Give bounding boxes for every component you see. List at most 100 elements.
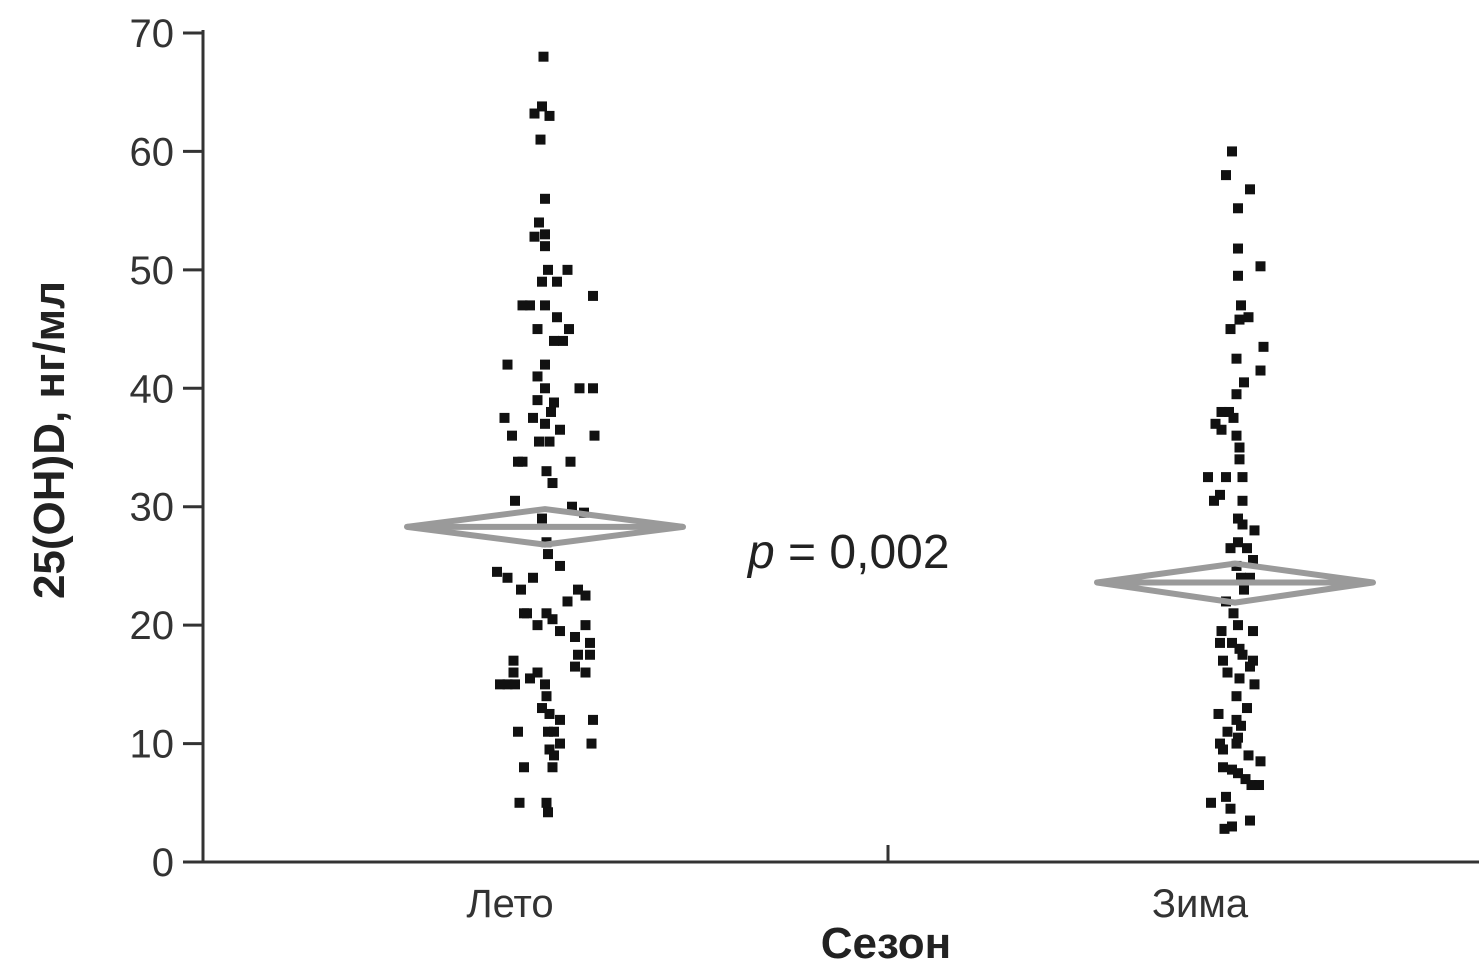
data-point bbox=[514, 797, 525, 808]
data-point bbox=[1258, 341, 1269, 352]
data-point bbox=[1225, 324, 1236, 335]
data-point bbox=[1233, 537, 1243, 548]
data-point bbox=[544, 744, 555, 755]
data-point bbox=[1255, 756, 1266, 767]
data-point bbox=[540, 418, 550, 429]
data-point bbox=[1206, 797, 1216, 808]
data-point bbox=[535, 134, 546, 145]
data-point bbox=[519, 762, 529, 773]
data-point bbox=[508, 655, 519, 666]
data-point bbox=[580, 667, 591, 678]
data-point bbox=[552, 312, 562, 323]
y-tick-label: 60 bbox=[130, 130, 175, 174]
mean-diamonds bbox=[404, 506, 1376, 606]
data-point bbox=[555, 626, 565, 637]
plot-points bbox=[492, 51, 1269, 834]
data-point bbox=[1240, 774, 1251, 785]
data-point bbox=[510, 679, 520, 690]
data-point bbox=[1242, 543, 1252, 554]
data-point bbox=[540, 241, 550, 252]
data-point bbox=[1242, 703, 1252, 714]
data-point bbox=[564, 324, 574, 335]
data-point bbox=[589, 430, 600, 441]
data-point bbox=[1236, 720, 1246, 731]
data-point bbox=[1245, 661, 1255, 672]
data-point bbox=[525, 673, 535, 684]
data-point bbox=[1203, 472, 1213, 483]
data-point bbox=[513, 456, 523, 467]
data-point bbox=[1233, 768, 1243, 779]
data-point bbox=[1236, 572, 1246, 583]
data-point bbox=[547, 762, 558, 773]
data-point bbox=[1234, 643, 1245, 654]
data-point bbox=[1233, 203, 1243, 214]
data-point bbox=[1234, 673, 1245, 684]
data-point bbox=[573, 584, 583, 595]
data-point bbox=[532, 371, 543, 382]
x-axis-categories: Лето Зима bbox=[466, 882, 1249, 926]
data-point bbox=[1210, 418, 1221, 429]
data-point bbox=[1209, 495, 1219, 506]
data-point bbox=[1237, 649, 1248, 660]
data-point bbox=[547, 478, 558, 489]
data-point bbox=[574, 383, 585, 394]
data-point bbox=[507, 430, 517, 441]
data-point bbox=[1216, 424, 1227, 435]
data-point bbox=[1224, 406, 1234, 417]
data-point bbox=[1218, 744, 1228, 755]
data-point bbox=[570, 661, 580, 672]
data-point bbox=[1227, 764, 1237, 775]
data-point bbox=[1243, 312, 1254, 323]
data-point bbox=[1218, 762, 1228, 773]
data-point bbox=[537, 276, 547, 287]
x-category-label: Лето bbox=[466, 882, 553, 926]
y-tick-label: 30 bbox=[130, 486, 175, 530]
data-point bbox=[517, 300, 528, 311]
data-point bbox=[519, 608, 529, 619]
data-point bbox=[549, 335, 559, 346]
data-point bbox=[540, 359, 550, 370]
data-point bbox=[1228, 412, 1239, 423]
data-point bbox=[502, 679, 513, 690]
y-tick-label: 50 bbox=[130, 249, 175, 293]
data-point bbox=[510, 495, 520, 506]
data-point bbox=[1248, 555, 1258, 566]
data-point bbox=[1215, 489, 1225, 500]
data-point bbox=[1239, 377, 1249, 388]
data-point bbox=[1231, 389, 1242, 400]
data-point bbox=[1225, 543, 1236, 554]
data-point bbox=[516, 584, 526, 595]
data-point bbox=[567, 501, 577, 512]
y-tick-label: 70 bbox=[130, 12, 175, 56]
x-category-label: Зима bbox=[1152, 882, 1249, 926]
data-point bbox=[540, 300, 550, 311]
data-point bbox=[1233, 732, 1243, 743]
data-point bbox=[543, 264, 553, 275]
data-point bbox=[1234, 454, 1245, 465]
data-point bbox=[549, 726, 559, 737]
data-point bbox=[1225, 803, 1236, 814]
data-point bbox=[1236, 300, 1246, 311]
data-point bbox=[1218, 655, 1228, 666]
data-point bbox=[1237, 472, 1248, 483]
data-point bbox=[1248, 626, 1258, 637]
data-point bbox=[546, 406, 556, 417]
data-point bbox=[1255, 261, 1266, 272]
data-point bbox=[1231, 353, 1242, 364]
data-point bbox=[513, 726, 523, 737]
data-point bbox=[570, 631, 580, 642]
data-point bbox=[1237, 495, 1248, 506]
data-point bbox=[1233, 620, 1243, 631]
data-point bbox=[532, 620, 543, 631]
data-point bbox=[588, 290, 598, 301]
p-value-text: = 0,002 bbox=[775, 526, 950, 579]
data-point bbox=[1254, 780, 1264, 791]
data-point bbox=[1249, 679, 1260, 690]
data-point bbox=[1248, 655, 1258, 666]
data-point bbox=[585, 649, 595, 660]
data-point bbox=[1228, 608, 1239, 619]
y-tick-label: 40 bbox=[130, 367, 175, 411]
data-point bbox=[540, 383, 550, 394]
data-point bbox=[502, 572, 513, 583]
